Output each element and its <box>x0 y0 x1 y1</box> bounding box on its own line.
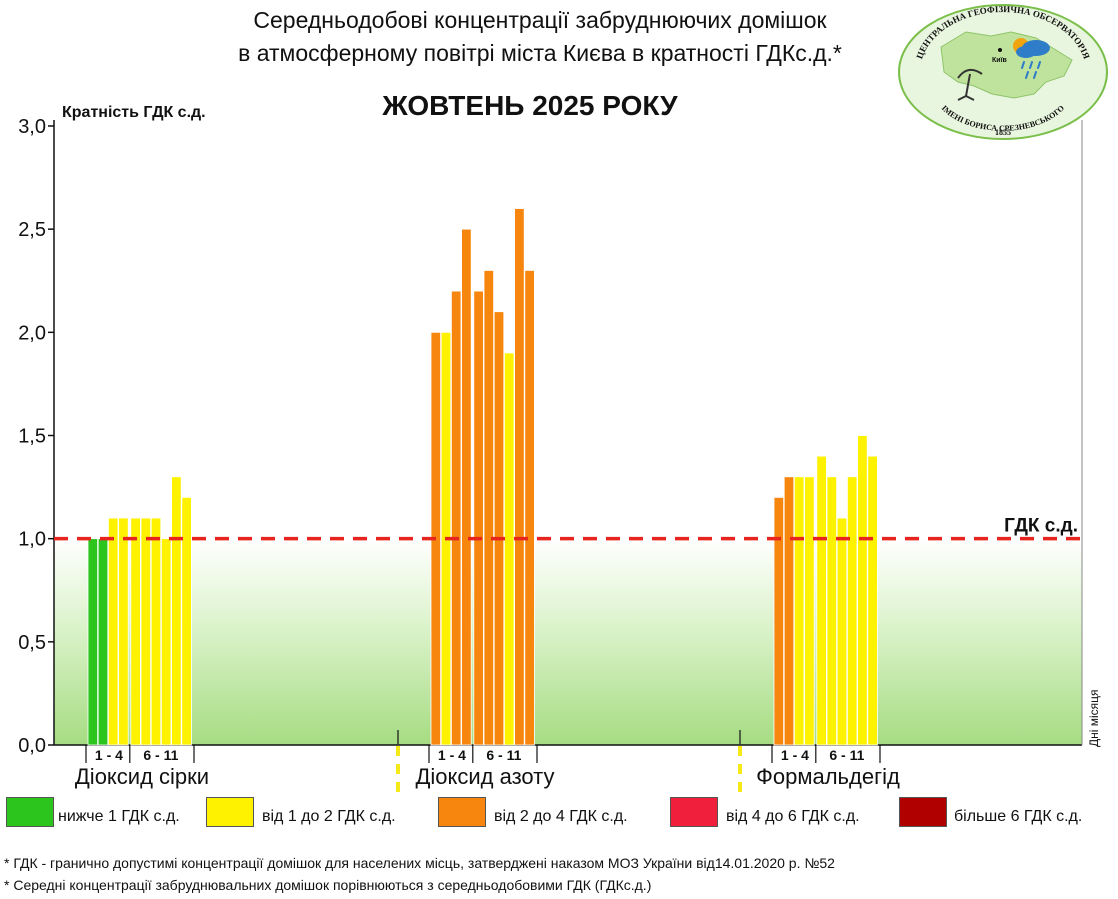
logo-year: 1855 <box>995 128 1011 137</box>
bar <box>514 208 525 746</box>
y-tick-label: 2,5 <box>18 219 46 241</box>
bar <box>783 476 795 746</box>
chart-legend: нижче 1 ГДК с.д. від 1 до 2 ГДК с.д. від… <box>0 797 1118 829</box>
bar <box>140 517 152 746</box>
bar <box>108 517 119 746</box>
safe-zone-background <box>54 538 1082 745</box>
bar <box>804 476 815 746</box>
chart-title-line-1: Середньодобові концентрації забруднюючих… <box>253 7 827 33</box>
footnote-2: * Середні концентрації забруднювальних д… <box>4 877 652 893</box>
bar <box>857 435 868 746</box>
bar <box>87 538 99 746</box>
y-tick-label: 0,5 <box>18 632 46 654</box>
bar <box>160 538 172 746</box>
bar <box>836 517 848 746</box>
legend-label-orange: від 2 до 4 ГДК с.д. <box>494 808 628 825</box>
bar <box>181 496 192 746</box>
rain-icon <box>1021 61 1041 79</box>
legend-label-darkred: більше 6 ГДК с.д. <box>954 808 1083 825</box>
bar <box>97 538 109 746</box>
y-tick-label: 2,0 <box>18 322 46 344</box>
day-range-label: 6 - 11 <box>829 747 864 763</box>
legend-swatch-orange <box>438 797 486 827</box>
bar <box>461 228 472 746</box>
y-tick-label: 1,0 <box>18 529 46 551</box>
bar <box>503 352 515 746</box>
group-name-label: Формальдегід <box>756 764 900 789</box>
bar <box>130 517 141 746</box>
chart-subtitle: ЖОВТЕНЬ 2025 РОКУ <box>382 90 678 121</box>
chart-title-line-2: в атмосферному повітрі міста Києва в кра… <box>238 40 842 66</box>
bar <box>483 270 495 746</box>
bar <box>171 476 182 746</box>
y-axis-label: Кратність ГДК с.д. <box>62 104 206 121</box>
bar <box>816 455 827 746</box>
legend-swatch-yellow <box>206 797 254 827</box>
bar <box>773 496 785 746</box>
bar <box>473 290 484 746</box>
legend-label-green: нижче 1 ГДК с.д. <box>58 808 180 825</box>
bar <box>524 270 535 746</box>
legend-label-yellow: від 1 до 2 ГДК с.д. <box>262 808 396 825</box>
day-range-label: 6 - 11 <box>143 747 178 763</box>
group-name-label: Діоксид сірки <box>75 764 209 789</box>
bar <box>794 476 805 746</box>
y-tick-label: 3,0 <box>18 116 46 138</box>
bar <box>493 311 505 746</box>
day-range-label: 6 - 11 <box>486 747 521 763</box>
bar <box>118 517 129 746</box>
footnote-1: * ГДК - гранично допустимі концентрації … <box>4 855 835 871</box>
bar <box>150 517 162 746</box>
right-axis-label: Дні місяця <box>1087 689 1101 747</box>
legend-swatch-green <box>6 797 54 827</box>
group-name-label: Діоксид азоту <box>415 764 554 789</box>
logo-city-label: Київ <box>992 57 1008 64</box>
legend-swatch-darkred <box>899 797 947 827</box>
legend-swatch-red <box>670 797 718 827</box>
bar <box>450 290 462 746</box>
y-tick-label: 1,5 <box>18 426 46 448</box>
bar <box>826 476 838 746</box>
legend-label-red: від 4 до 6 ГДК с.д. <box>726 808 860 825</box>
observatory-logo: Київ ЦЕНТРАЛЬНА ГЕОФІЗИЧНА ОБСЕРВАТОРІЯ … <box>898 4 1108 140</box>
bar <box>867 455 878 746</box>
radar-dish-icon <box>957 68 983 101</box>
day-range-label: 1 - 4 <box>781 747 809 763</box>
bar <box>847 476 858 746</box>
threshold-label: ГДК с.д. <box>1004 516 1078 537</box>
day-range-label: 1 - 4 <box>438 747 466 763</box>
day-range-label: 1 - 4 <box>95 747 123 763</box>
y-tick-label: 0,0 <box>18 735 46 757</box>
